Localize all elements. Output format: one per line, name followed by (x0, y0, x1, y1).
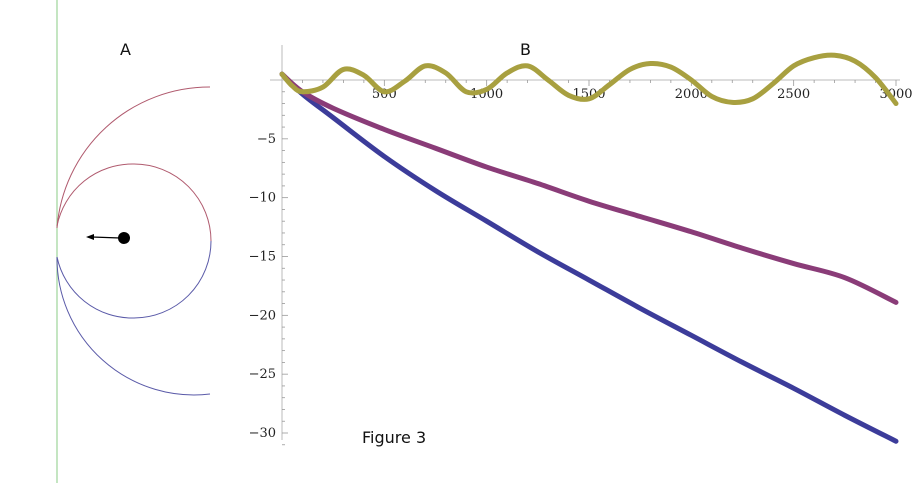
panel-b-label: B (520, 40, 531, 59)
y-tick-label: −5 (257, 132, 276, 147)
panel-b: B 500 1000 1500 2000 2500 3000 −5−10−15−20−25… (249, 40, 913, 446)
inner-circle-lower (56, 240, 212, 319)
outer-arc-lower (56, 256, 211, 396)
y-tick-label: −15 (249, 250, 276, 265)
figure-caption: Figure 3 (362, 428, 426, 447)
x-tick-label: 2500 (777, 87, 810, 102)
series-blue-line (279, 71, 899, 444)
y-tick-group: −5 −10 −15 −20 −25 −30 (249, 91, 288, 446)
panel-a-label: A (120, 40, 131, 59)
series-olive-line (279, 52, 899, 107)
y-tick-label: −10 (249, 191, 276, 206)
series-purple-line (279, 71, 899, 305)
outer-arc-upper (56, 86, 211, 229)
direction-arrow (91, 236, 121, 239)
series-group (279, 52, 899, 444)
panel-a: A (56, 0, 212, 483)
y-tick-label: −20 (249, 308, 276, 323)
arrow-head-icon (86, 234, 94, 240)
inner-circle-upper (56, 163, 212, 242)
particle-dot (118, 232, 130, 244)
x-tick-label: 2000 (675, 87, 708, 102)
y-tick-label: −25 (249, 367, 276, 382)
y-tick-label: −30 (249, 426, 276, 441)
